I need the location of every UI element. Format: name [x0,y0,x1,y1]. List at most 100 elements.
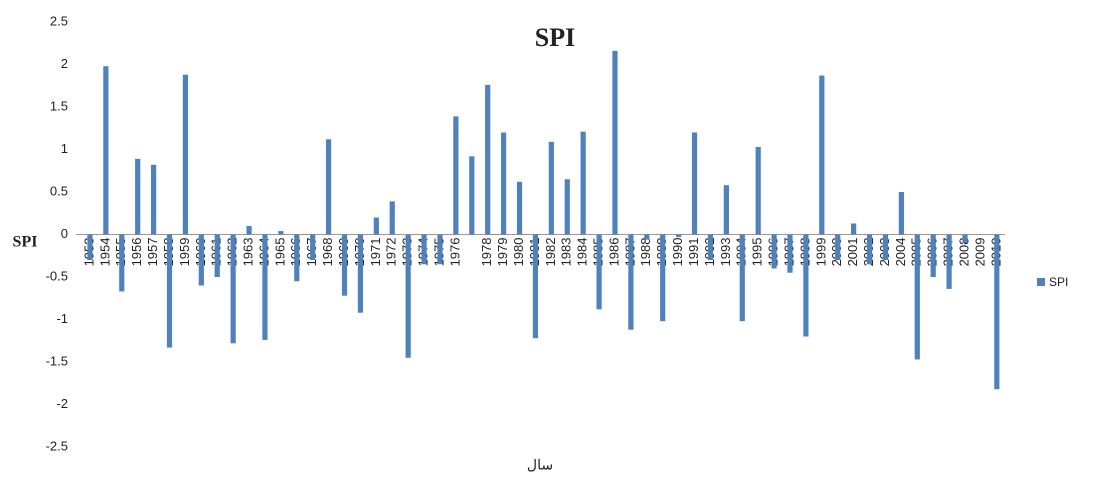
bar [723,185,729,235]
bar [389,201,395,235]
bar [962,234,968,243]
bar [421,234,427,265]
bar [150,164,157,235]
x-tick-label: 1954 [97,238,112,267]
bar [564,179,570,235]
x-tick-label: 1991 [686,238,701,267]
bar [882,234,889,260]
x-tick-label: 2004 [893,238,908,267]
chart-title: SPI [535,23,575,52]
bar [294,234,300,282]
x-tick-label: 1980 [511,238,526,267]
bar [691,132,698,235]
bar [87,234,93,260]
bar [103,66,109,235]
bar [119,234,125,292]
bar [214,234,220,277]
y-tick-label: -0.5 [46,268,68,283]
legend-swatch [1037,278,1045,286]
bar [453,116,459,235]
y-tick-label: 0.5 [50,183,68,198]
x-tick-label: 1995 [750,238,765,267]
x-tick-label: 1990 [670,238,685,267]
bar [310,234,316,260]
bar [230,234,236,344]
x-tick-label: 1984 [575,238,590,267]
bar [357,234,364,313]
bar [930,234,936,277]
bar [135,158,141,235]
x-tick-label: 1983 [559,238,574,267]
x-tick-label: 1982 [543,238,558,267]
y-tick-label: 1 [61,141,68,156]
bar [596,234,602,310]
bar [644,234,650,240]
bar [373,217,379,235]
bar [405,234,411,358]
x-tick-label: 1965 [272,238,287,267]
bar [994,234,1000,390]
bar [501,132,507,235]
x-tick-label: 1956 [129,238,144,267]
y-axis-title: SPI [13,234,38,251]
x-tick-label: 1988 [638,238,653,267]
bar [580,131,586,235]
bar [612,50,618,235]
bar [660,234,666,322]
x-tick-label: 1999 [813,238,828,267]
y-tick-label: -1.5 [46,353,68,368]
x-tick-label: 1978 [479,238,494,267]
bar [341,234,348,296]
bar [548,141,554,235]
bar [262,234,268,340]
bar [516,181,523,235]
bar [246,226,252,235]
bar [851,223,857,235]
bar [469,156,475,235]
y-tick-label: 0 [61,226,68,241]
x-tick-label: 2009 [972,238,987,267]
y-tick-label: 2 [61,56,68,71]
x-tick-label: 2001 [845,238,860,267]
y-tick-label: -1 [56,311,68,326]
y-tick-label: 2.5 [50,13,68,28]
bar [835,234,841,260]
bar [278,231,284,235]
bar [819,75,825,235]
bar [914,234,920,360]
bar [485,84,491,235]
bar [739,234,745,322]
x-tick-label: 1971 [368,238,383,267]
bar [182,74,189,235]
y-tick-label: 1.5 [50,98,68,113]
bar [628,234,634,330]
x-tick-label: 1972 [384,238,399,267]
bar [803,234,809,337]
x-tick-label: 1986 [606,238,621,267]
bar [771,234,777,269]
bar [198,234,204,286]
bar [946,234,952,289]
x-tick-label: 1979 [495,238,510,267]
bar [326,139,332,235]
bar [532,234,539,339]
bar [437,234,443,265]
x-tick-label: 1976 [447,238,462,267]
x-tick-label: 2008 [956,238,971,267]
x-tick-label: 1957 [145,238,160,267]
bar [707,234,714,260]
x-tick-label: 1963 [240,238,255,267]
x-tick-label: 1993 [718,238,733,267]
x-tick-label: 1968 [320,238,335,267]
bar [787,234,793,273]
legend-label: SPI [1049,275,1068,289]
bar [755,146,761,235]
bar [866,234,873,265]
y-tick-label: -2 [56,396,68,411]
bar [898,192,904,235]
bar [166,234,173,348]
bar [676,234,682,238]
y-tick-label: -2.5 [46,438,68,453]
x-axis-title: سال [527,457,553,473]
